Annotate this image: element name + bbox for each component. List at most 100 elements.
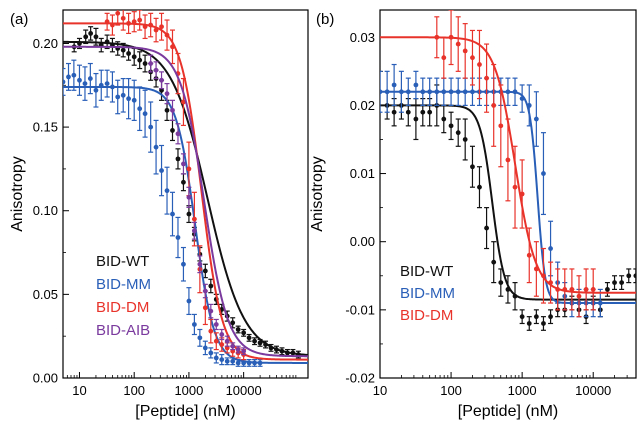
data-point bbox=[191, 216, 197, 222]
data-point bbox=[576, 293, 582, 299]
data-point bbox=[230, 343, 236, 349]
data-point bbox=[398, 89, 404, 95]
y-tick-label: 0.20 bbox=[33, 36, 58, 51]
y-tick-label: 0.03 bbox=[350, 30, 375, 45]
y-axis-title: Anisotropy bbox=[309, 156, 326, 232]
legend-entry-bid-dm: BID-DM bbox=[96, 299, 149, 316]
data-point bbox=[120, 47, 126, 53]
panel-label: (b) bbox=[316, 11, 334, 28]
data-point bbox=[202, 345, 208, 351]
data-point bbox=[181, 99, 186, 105]
data-point bbox=[82, 81, 88, 86]
data-point bbox=[126, 20, 131, 26]
panel-b: (b) 10 100 1000 10000 -0.02 -0.01 0.00 0.01 0.02 0… bbox=[309, 9, 637, 420]
data-point bbox=[241, 330, 247, 336]
series-bid-mm bbox=[63, 59, 308, 367]
data-point bbox=[164, 32, 170, 38]
data-point bbox=[120, 92, 126, 98]
data-point bbox=[164, 91, 170, 97]
data-point bbox=[137, 106, 143, 112]
data-point bbox=[126, 51, 131, 56]
data-point bbox=[142, 61, 148, 66]
data-point bbox=[413, 116, 419, 122]
data-point bbox=[181, 179, 186, 185]
plot-frame bbox=[379, 9, 637, 379]
data-point bbox=[484, 225, 489, 231]
data-point bbox=[427, 109, 433, 115]
y-tick-label: -0.02 bbox=[345, 371, 375, 386]
data-point bbox=[175, 156, 181, 162]
legend-entry-bid-wt: BID-WT bbox=[400, 263, 453, 280]
data-point bbox=[197, 335, 203, 341]
x-axis-title: [Peptide] (nM) bbox=[458, 403, 558, 420]
data-point bbox=[186, 166, 192, 172]
data-point bbox=[605, 287, 610, 292]
data-point bbox=[104, 19, 110, 25]
panel-label: (a) bbox=[10, 11, 28, 28]
data-point bbox=[142, 111, 148, 117]
data-point bbox=[208, 283, 214, 289]
data-point bbox=[153, 27, 159, 33]
data-point bbox=[555, 287, 561, 292]
data-point bbox=[219, 357, 225, 362]
data-point bbox=[115, 10, 121, 16]
data-point bbox=[441, 116, 447, 122]
data-point bbox=[219, 342, 225, 347]
data-point bbox=[498, 123, 504, 129]
x-tick-label: 10 bbox=[373, 383, 387, 398]
data-point bbox=[491, 259, 497, 265]
data-point bbox=[279, 348, 285, 354]
data-point bbox=[202, 305, 208, 311]
data-point bbox=[626, 273, 632, 279]
data-point bbox=[164, 107, 170, 113]
data-point bbox=[224, 358, 230, 364]
data-point bbox=[63, 79, 66, 85]
data-point bbox=[633, 273, 636, 279]
data-point bbox=[583, 287, 589, 292]
data-point bbox=[83, 34, 89, 40]
data-point bbox=[285, 350, 290, 356]
y-tick-label: 0.10 bbox=[33, 203, 58, 218]
data-point bbox=[420, 89, 426, 95]
data-point bbox=[219, 332, 225, 337]
data-point bbox=[505, 89, 511, 95]
data-point bbox=[477, 184, 482, 190]
data-point bbox=[181, 261, 186, 267]
data-point bbox=[519, 314, 525, 320]
y-tick-label: 0.00 bbox=[33, 371, 58, 386]
data-point bbox=[548, 280, 553, 285]
x-tick-label: 100 bbox=[123, 383, 145, 398]
data-point bbox=[137, 57, 143, 63]
data-point bbox=[512, 89, 518, 95]
data-point bbox=[441, 55, 447, 61]
x-tick-label: 1000 bbox=[508, 383, 537, 398]
data-point bbox=[541, 171, 546, 176]
data-point bbox=[619, 280, 625, 285]
data-point bbox=[170, 107, 175, 113]
y-tick-label: 0.01 bbox=[350, 166, 375, 181]
data-point bbox=[533, 266, 539, 272]
data-point bbox=[159, 24, 164, 30]
data-point bbox=[170, 128, 175, 133]
y-tick-label: -0.01 bbox=[345, 302, 375, 317]
data-point bbox=[462, 48, 468, 54]
x-tick-label: 1000 bbox=[174, 383, 203, 398]
data-point bbox=[175, 235, 181, 240]
data-point bbox=[93, 87, 99, 93]
data-point bbox=[405, 89, 411, 95]
data-point bbox=[186, 211, 192, 217]
data-point bbox=[290, 350, 296, 356]
data-point bbox=[159, 77, 164, 83]
fit-curve bbox=[63, 45, 308, 358]
data-point bbox=[241, 348, 247, 354]
data-point bbox=[519, 96, 525, 101]
fit-curve bbox=[63, 85, 308, 364]
data-point bbox=[512, 184, 518, 190]
data-point bbox=[597, 300, 603, 306]
data-point bbox=[202, 288, 208, 294]
data-point bbox=[98, 82, 104, 88]
data-point bbox=[186, 194, 192, 200]
data-point bbox=[170, 211, 175, 217]
data-point bbox=[448, 123, 454, 129]
